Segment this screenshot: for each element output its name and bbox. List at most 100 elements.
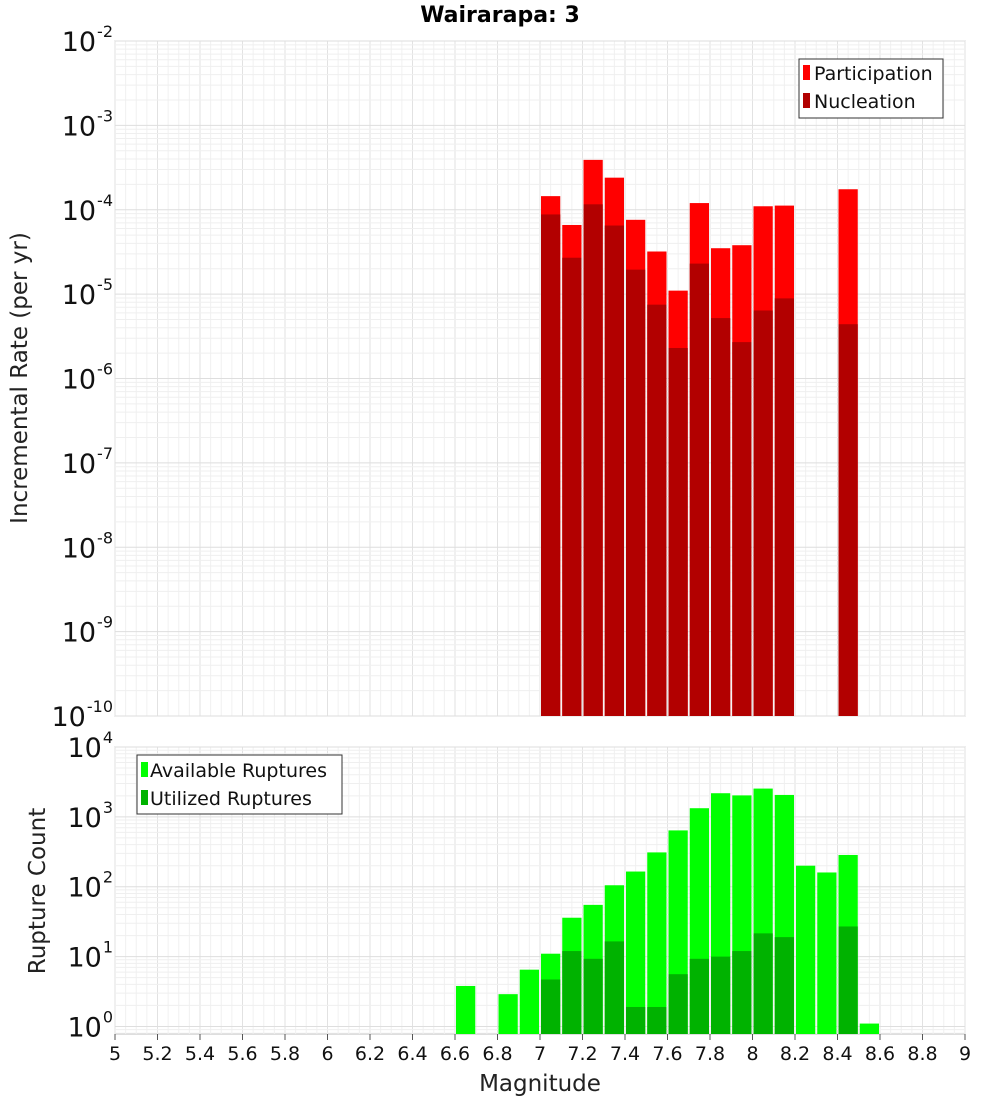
count-bar-available-ruptures (647, 852, 667, 1034)
x-tick-label: 6.4 (397, 1043, 427, 1065)
x-ticks: 5 5.2 5.4 5.6 5.8 6 6.2 6.4 6.6 6.8 7 7.2 7.4 7.6 7.8 8… (109, 1034, 971, 1065)
y-tick-exponent: -4 (97, 191, 113, 210)
count-bar-utilized-ruptures (711, 956, 731, 1034)
nucleation-legend-label: Nucleation (814, 91, 916, 113)
rate-bars (541, 159, 858, 717)
count-bar-utilized-ruptures (668, 974, 688, 1034)
x-tick-label: 8.6 (865, 1043, 895, 1065)
count-bar-available-ruptures (456, 985, 476, 1034)
rate-bar-nucleation (711, 318, 731, 716)
rate-bar-nucleation (668, 347, 688, 716)
participation-legend-swatch (803, 65, 810, 80)
y-tick-label: 10 (62, 27, 96, 58)
y-tick-label: 10 (62, 533, 96, 564)
x-tick-label: 7 (534, 1043, 546, 1065)
count-bar-utilized-ruptures (838, 926, 858, 1034)
count-y-axis-label: Rupture Count (25, 808, 51, 974)
rate-bar-nucleation (774, 298, 794, 716)
y-tick-label: 10 (67, 733, 101, 764)
y-tick-label: 10 (67, 943, 101, 974)
count-legend-box (136, 754, 343, 815)
rate-bar-nucleation (583, 204, 603, 717)
count-bar-available-ruptures (859, 1023, 879, 1034)
x-tick-label: 5.6 (227, 1043, 257, 1065)
y-tick-label: 10 (62, 111, 96, 142)
count-bar-utilized-ruptures (689, 958, 709, 1034)
count-bar-utilized-ruptures (753, 933, 773, 1034)
y-tick-exponent: 4 (103, 728, 113, 747)
y-tick-exponent: -5 (97, 275, 113, 294)
x-tick-label: 8.4 (822, 1043, 852, 1065)
y-tick-label: 10 (62, 365, 96, 396)
x-axis-label: Magnitude (479, 1071, 601, 1097)
x-tick-label: 6.6 (440, 1043, 470, 1065)
count-bar-available-ruptures (626, 871, 646, 1034)
nucleation-legend-swatch (803, 93, 810, 108)
x-tick-label: 5.4 (185, 1043, 215, 1065)
y-tick-label: 10 (62, 618, 96, 649)
available-legend-label: Available Ruptures (150, 760, 327, 782)
y-tick-exponent: -10 (87, 697, 113, 716)
rate-bar-nucleation (604, 225, 624, 716)
x-tick-label: 5.2 (142, 1043, 172, 1065)
y-tick-label: 10 (67, 803, 101, 834)
rate-bar-nucleation (838, 324, 858, 716)
rate-bar-nucleation (541, 214, 561, 717)
x-tick-label: 7.2 (567, 1043, 597, 1065)
count-bar-utilized-ruptures (647, 1006, 667, 1034)
y-tick-exponent: -6 (97, 360, 113, 379)
count-bar-available-ruptures (498, 994, 518, 1034)
available-legend-swatch (141, 762, 148, 777)
x-tick-label: 7.4 (610, 1043, 640, 1065)
count-bar-utilized-ruptures (562, 951, 582, 1034)
y-tick-exponent: -8 (97, 528, 113, 547)
rate-legend-box (798, 58, 944, 119)
x-tick-label: 6.8 (482, 1043, 512, 1065)
rate-bar-nucleation (689, 263, 709, 716)
rate-gridlines (114, 40, 966, 717)
x-tick-label: 7.6 (652, 1043, 682, 1065)
x-tick-label: 6.2 (355, 1043, 385, 1065)
count-bar-available-ruptures (519, 969, 539, 1034)
x-tick-label: 8.8 (907, 1043, 937, 1065)
x-tick-label: 6 (321, 1043, 333, 1065)
x-tick-label: 9 (959, 1043, 971, 1065)
rate-legend: Participation Nucleation (798, 58, 944, 119)
x-tick-label: 5 (109, 1043, 121, 1065)
x-tick-label: 8.2 (780, 1043, 810, 1065)
rate-bar-nucleation (732, 342, 752, 716)
rate-bar-nucleation (647, 304, 667, 716)
y-tick-exponent: 0 (103, 1007, 113, 1026)
count-bar-utilized-ruptures (604, 941, 624, 1034)
count-bar-utilized-ruptures (774, 937, 794, 1034)
count-bar-utilized-ruptures (732, 951, 752, 1034)
y-tick-exponent: -3 (97, 106, 113, 125)
count-bar-available-ruptures (796, 865, 816, 1034)
count-bars (456, 788, 879, 1034)
rate-bar-nucleation (753, 310, 773, 716)
count-bar-utilized-ruptures (541, 979, 561, 1034)
x-tick-label: 5.8 (270, 1043, 300, 1065)
y-tick-label: 10 (62, 449, 96, 480)
chart-title: Wairarapa: 3 (420, 3, 580, 28)
count-bar-utilized-ruptures (626, 1006, 646, 1034)
rate-y-axis-label: Incremental Rate (per yr) (7, 232, 33, 524)
rate-bar-nucleation (626, 269, 646, 716)
utilized-legend-swatch (141, 790, 148, 805)
y-tick-exponent: 2 (103, 868, 113, 887)
y-tick-label: 10 (67, 873, 101, 904)
y-tick-exponent: -2 (97, 22, 113, 41)
y-tick-exponent: 3 (103, 798, 113, 817)
y-tick-label: 10 (62, 280, 96, 311)
count-bar-utilized-ruptures (583, 958, 603, 1034)
utilized-legend-label: Utilized Ruptures (150, 788, 312, 810)
count-legend: Available Ruptures Utilized Ruptures (136, 754, 343, 815)
rate-bar-nucleation (562, 257, 582, 716)
y-tick-exponent: -9 (97, 613, 113, 632)
x-tick-label: 8 (746, 1043, 758, 1065)
